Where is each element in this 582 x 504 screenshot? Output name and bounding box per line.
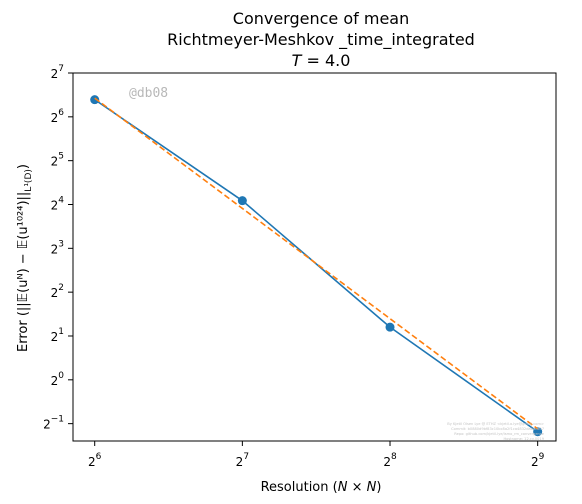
x-axis-label: Resolution (N × N): [261, 480, 382, 495]
y-tick-label-6: 25: [51, 152, 64, 169]
x-tick-label-2: 28: [383, 452, 397, 469]
series-layer: [90, 95, 543, 437]
y-tick-label-2: 21: [51, 327, 64, 344]
series-line-0: [94, 98, 539, 433]
y-tick-label-8: 27: [51, 64, 64, 81]
chart-title-line-2: Richtmeyer-Meshkov _time_integrated: [167, 30, 475, 50]
annotation-handle: @db08: [129, 86, 168, 101]
x-ticks: 26 27 28 29: [88, 441, 545, 469]
series-0-point-0: [90, 95, 100, 105]
watermark: By Kjetil Olsen Lye @ ETHZ <kjetil.o.lye…: [447, 422, 545, 441]
title-math-rest: = 4.0: [301, 51, 350, 70]
watermark-line-1: By Kjetil Olsen Lye @ ETHZ <kjetil.o.lye…: [447, 422, 544, 426]
y-axis-label-close: ): [16, 164, 31, 169]
chart-title-line-1: Convergence of mean: [233, 9, 409, 28]
chart-title-line-3: T = 4.0: [292, 51, 351, 70]
watermark-line-4: Hostname: 12.cv.0019: [503, 437, 544, 441]
y-axis-label-sub: L¹(D): [24, 169, 34, 192]
y-ticks: 2−1 20 21 22 23 24 25 26 27: [43, 64, 73, 432]
x-tick-label-3: 29: [531, 452, 545, 469]
y-tick-label-7: 26: [51, 108, 65, 125]
watermark-line-2: Commit: b0880d9bf83c10bc8a2f1ca4832dabac…: [451, 427, 544, 431]
plot-area-frame: [72, 72, 557, 442]
series-0-point-3: [533, 427, 543, 437]
series-0-point-1: [237, 196, 247, 206]
y-tick-label-1: 20: [51, 371, 65, 388]
y-tick-label-4: 23: [51, 239, 64, 256]
series-0-point-2: [385, 322, 395, 332]
x-tick-label-1: 27: [236, 452, 249, 469]
x-axis-label-close: ): [376, 480, 381, 495]
y-tick-label-5: 24: [51, 195, 65, 212]
y-axis-label-text: Error (||𝔼(uᴺ) − 𝔼(u¹⁰²⁴)||: [16, 192, 31, 352]
y-axis-label: Error (||𝔼(uᴺ) − 𝔼(u¹⁰²⁴)||L¹(D)): [16, 164, 34, 352]
y-tick-label-3: 22: [51, 283, 64, 300]
series-line-1: [94, 97, 539, 430]
title-math-var: T: [292, 51, 303, 70]
x-axis-label-math: N × N: [338, 480, 377, 495]
y-tick-label-0: 2−1: [43, 415, 64, 432]
x-tick-label-0: 26: [88, 452, 102, 469]
watermark-line-3: Repo: github.com/kjetil-lye/ismo_rm_conv…: [454, 432, 545, 436]
x-axis-label-text: Resolution (: [261, 480, 338, 495]
